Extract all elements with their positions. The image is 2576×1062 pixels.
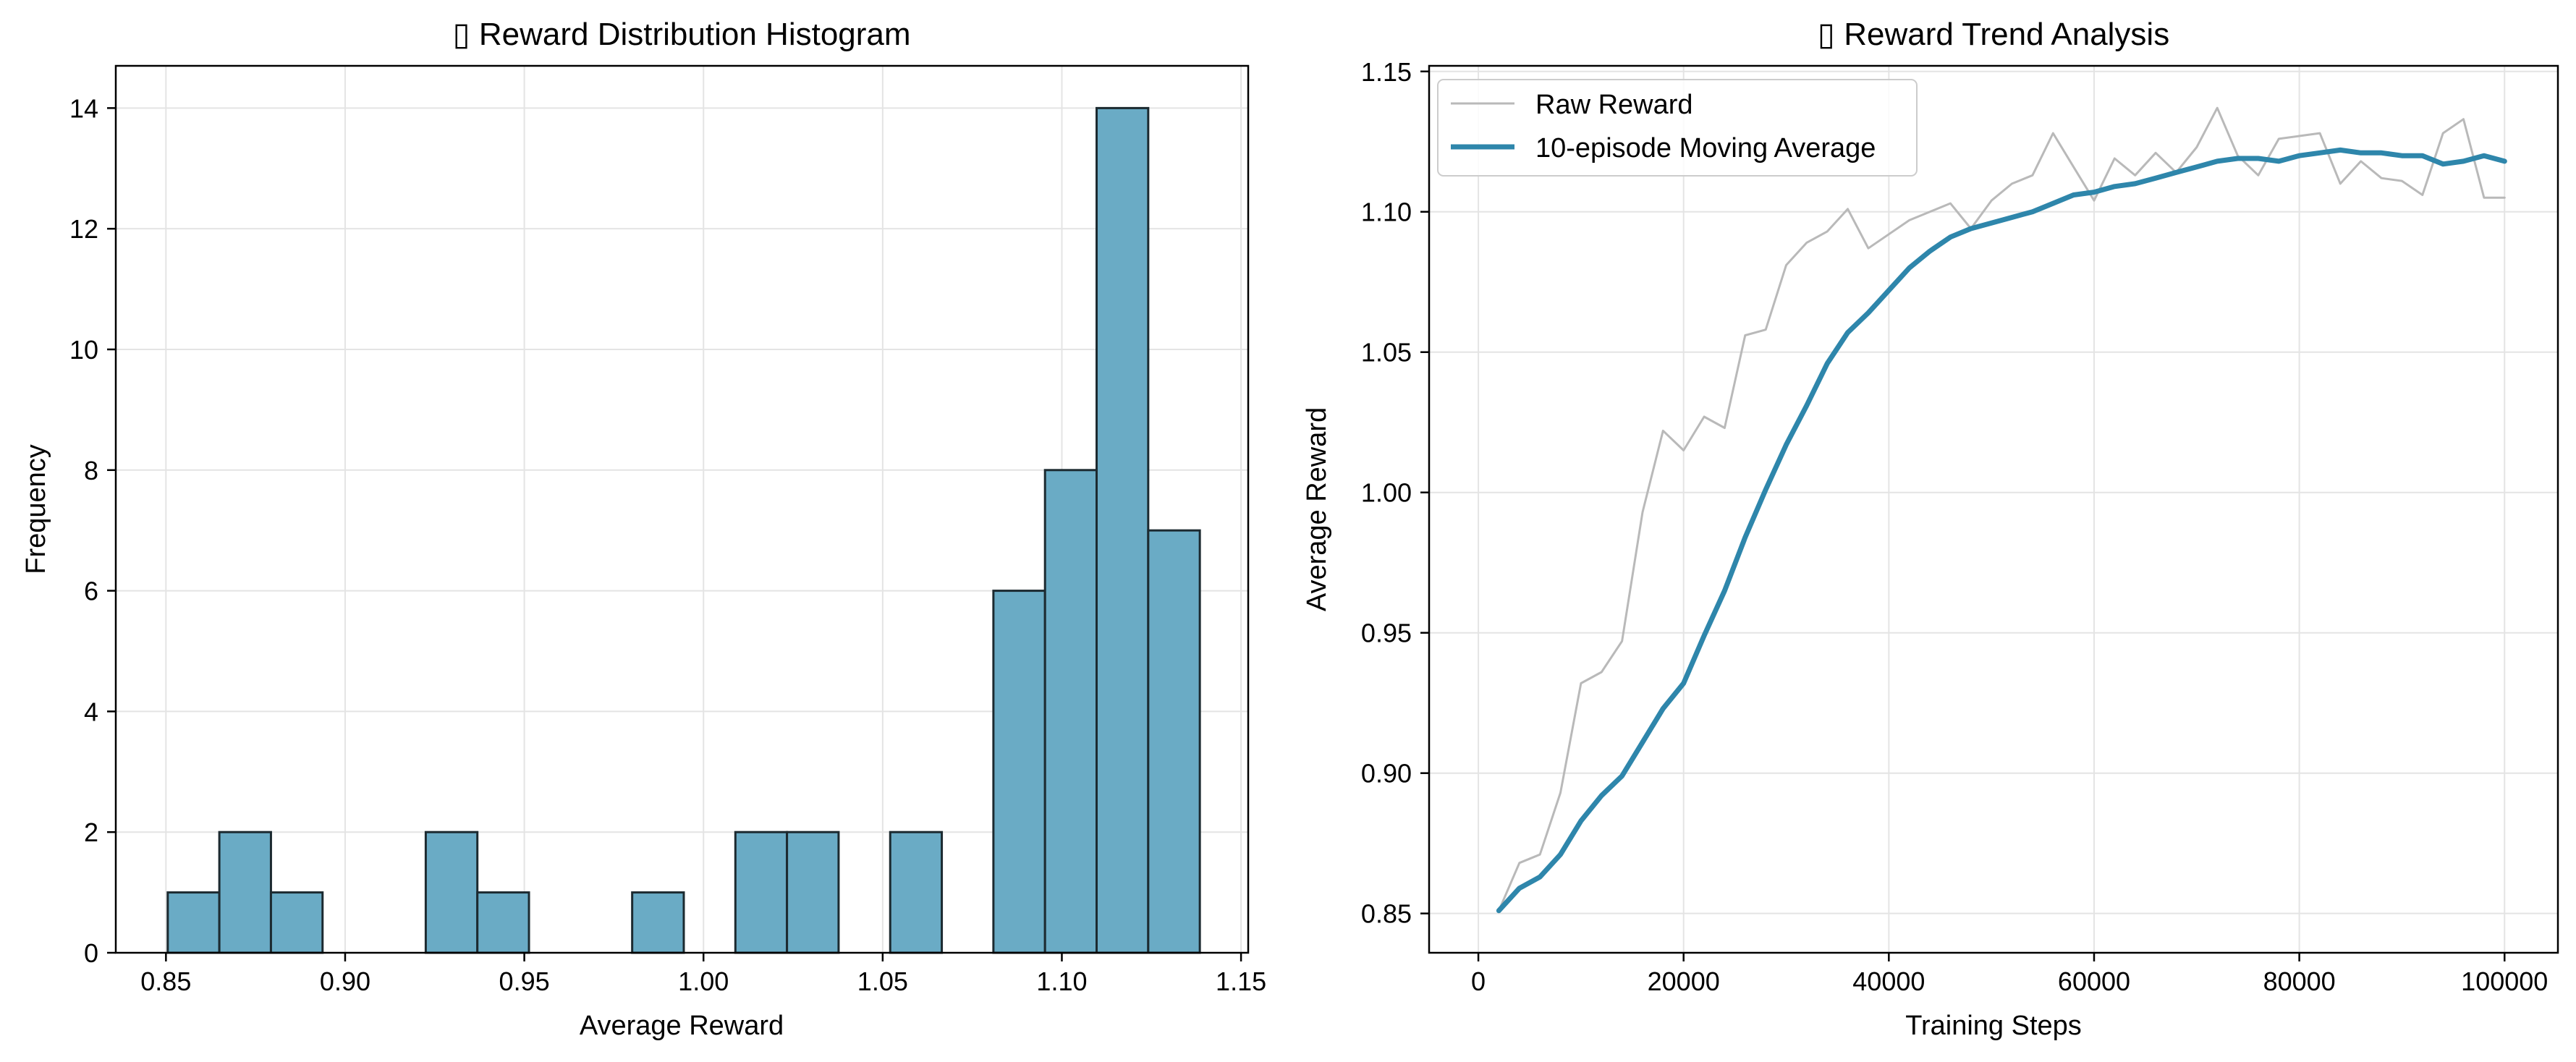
histogram-y-tick-label: 14 [69, 93, 98, 123]
trend-plot-frame [1428, 64, 2559, 954]
histogram-y-tick-label: 8 [84, 456, 98, 485]
trend-x-ticks: 0 20000 40000 60000 80000 100000 [1471, 953, 2548, 996]
legend: Raw Reward 10-episode Moving Average [1437, 79, 1918, 177]
histogram-y-tick-label: 2 [84, 817, 98, 847]
trend-y-tick-label: 1.00 [1361, 478, 1412, 508]
histogram-title: ▯ Reward Distribution Histogram [452, 17, 910, 52]
histogram-x-tick-label: 1.15 [1216, 967, 1266, 996]
histogram-y-ticks: 0 2 4 6 8 10 12 14 [69, 93, 116, 968]
histogram-bars [166, 106, 1201, 954]
trend-y-tick-label: 1.10 [1361, 197, 1412, 227]
legend-raw-reward-label: Raw Reward [1535, 90, 1693, 120]
histogram-x-tick-label: 0.90 [320, 967, 370, 996]
histogram-y-tick-label: 12 [69, 214, 98, 244]
histogram-bar [786, 831, 840, 954]
histogram-x-tick-label: 0.85 [140, 967, 191, 996]
histogram-bar [631, 891, 685, 954]
histogram-y-tick-label: 0 [84, 938, 98, 968]
histogram-y-tick-label: 10 [69, 335, 98, 365]
histogram-bar [1043, 469, 1098, 954]
trend-y-axis-label: Average Reward [1302, 407, 1332, 611]
histogram-bar [1147, 529, 1201, 954]
histogram-x-axis-label: Average Reward [580, 1011, 784, 1041]
trend-y-tick-label: 1.15 [1361, 57, 1412, 87]
histogram-x-ticks: 0.85 0.90 0.95 1.00 1.05 1.10 1.15 [140, 953, 1266, 996]
raw-reward-line [1497, 106, 2506, 912]
legend-box [1437, 79, 1918, 177]
histogram-x-tick-label: 1.10 [1036, 967, 1087, 996]
histogram-bar [166, 891, 221, 954]
trend-x-tick-label: 0 [1471, 967, 1486, 996]
trend-grid [1429, 66, 2558, 953]
histogram-panel: 0.85 0.90 0.95 1.00 1.05 1.10 1.15 0 2 4 6 8 10 12 14… [21, 17, 1266, 1041]
moving-average-line [1496, 147, 2507, 914]
histogram-x-tick-label: 1.05 [857, 967, 908, 996]
trend-x-tick-label: 60000 [2058, 967, 2130, 996]
trend-y-tick-label: 0.90 [1361, 759, 1412, 789]
histogram-y-tick-label: 6 [84, 577, 98, 606]
histogram-x-tick-label: 1.00 [678, 967, 729, 996]
histogram-y-axis-label: Frequency [21, 444, 51, 574]
trend-x-tick-label: 20000 [1648, 967, 1720, 996]
histogram-bar [889, 831, 944, 954]
histogram-y-tick-label: 4 [84, 697, 98, 726]
histogram-bar [1096, 106, 1150, 954]
trend-y-tick-label: 0.85 [1361, 899, 1412, 929]
legend-moving-average-label: 10-episode Moving Average [1535, 133, 1876, 163]
trend-lines [1496, 106, 2507, 914]
histogram-bar [476, 891, 530, 954]
histogram-bar [992, 590, 1046, 954]
trend-y-tick-label: 0.95 [1361, 619, 1412, 648]
trend-y-ticks: 0.85 0.90 0.95 1.00 1.05 1.10 1.15 [1361, 57, 1429, 929]
histogram-x-tick-label: 0.95 [499, 967, 550, 996]
histogram-bar [218, 831, 272, 954]
trend-x-tick-label: 80000 [2263, 967, 2336, 996]
trend-x-tick-label: 100000 [2461, 967, 2548, 996]
histogram-bar [269, 891, 324, 954]
histogram-bar [424, 831, 479, 954]
trend-title: ▯ Reward Trend Analysis [1818, 17, 2169, 52]
trend-x-tick-label: 40000 [1852, 967, 1925, 996]
histogram-plot-frame [114, 64, 1250, 954]
trend-x-axis-label: Training Steps [1905, 1011, 2082, 1041]
trend-panel: 0 20000 40000 60000 80000 100000 0.85 0.90 0.95… [1302, 17, 2559, 1041]
trend-y-tick-label: 1.05 [1361, 338, 1412, 368]
histogram-bar [734, 831, 789, 954]
